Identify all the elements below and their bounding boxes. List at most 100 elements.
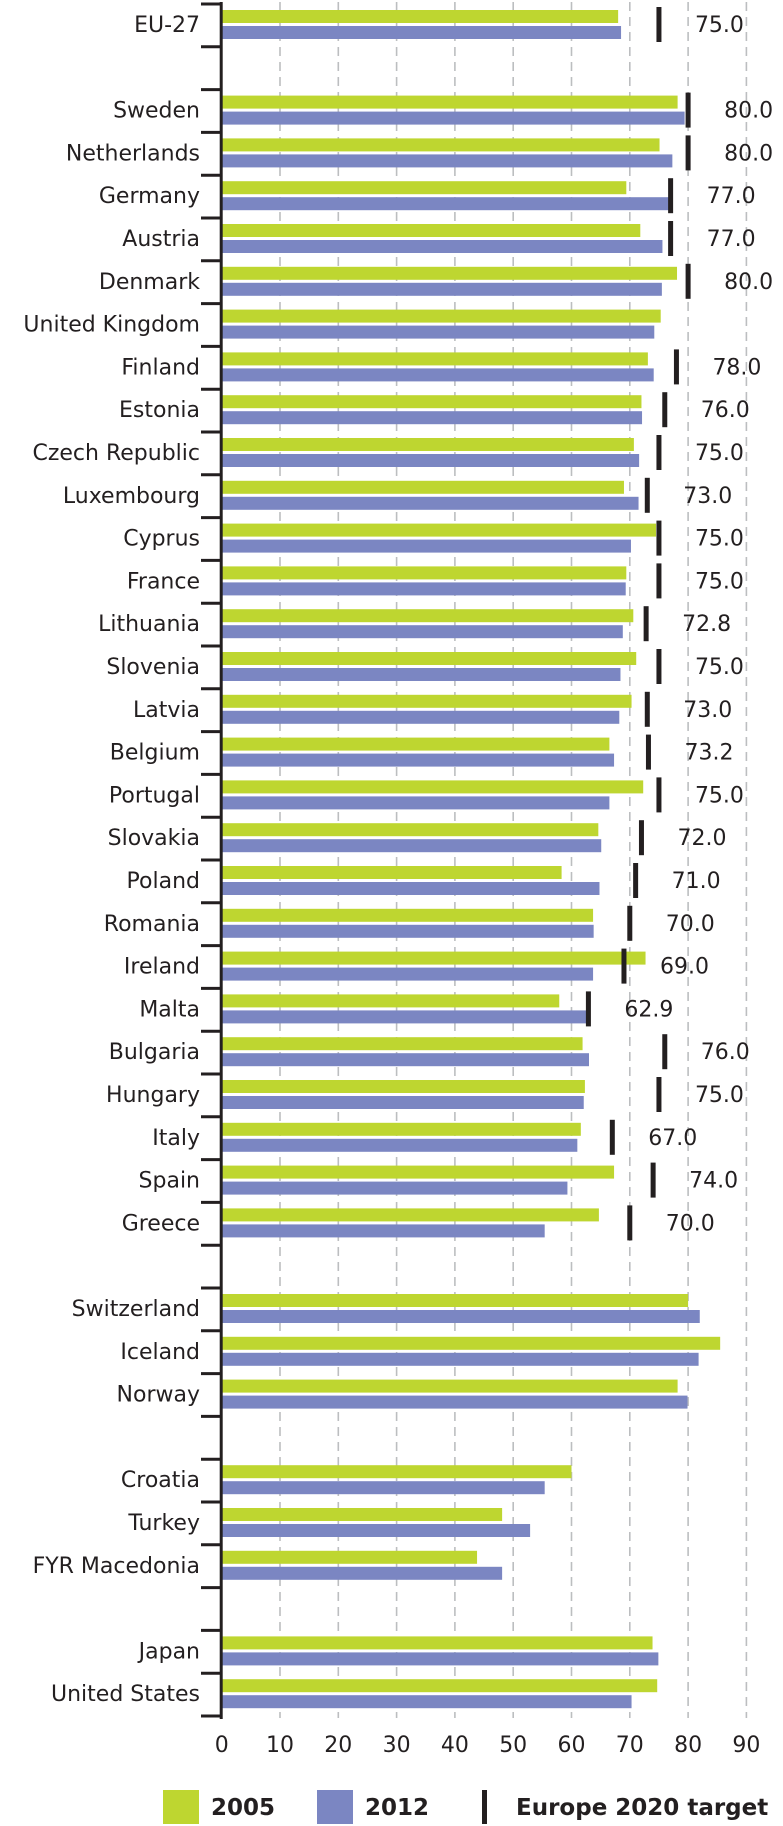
bar-2005 bbox=[221, 1208, 599, 1222]
bar-2012 bbox=[221, 1566, 503, 1580]
gridlines bbox=[279, 2, 748, 1718]
category-label: Iceland bbox=[120, 1340, 200, 1365]
y-axis bbox=[201, 2, 223, 1719]
bar-2012 bbox=[221, 796, 610, 810]
bar-2012 bbox=[221, 753, 615, 767]
target-value-label: 72.0 bbox=[677, 826, 726, 851]
category-label: Lithuania bbox=[98, 612, 200, 637]
target-value-label: 76.0 bbox=[701, 1040, 750, 1065]
category-label: EU-27 bbox=[134, 13, 200, 38]
category-label: Slovakia bbox=[108, 826, 200, 851]
category-label: Switzerland bbox=[72, 1297, 200, 1322]
bar-2005 bbox=[221, 737, 610, 751]
category-label: Romania bbox=[104, 912, 200, 937]
x-tick-label: 70 bbox=[616, 1733, 644, 1758]
target-marker bbox=[662, 392, 668, 428]
target-marker bbox=[685, 92, 691, 128]
x-tick-label: 30 bbox=[383, 1733, 411, 1758]
target-marker bbox=[585, 991, 591, 1027]
target-value-label: 67.0 bbox=[648, 1126, 697, 1151]
bar-2012 bbox=[221, 1352, 699, 1366]
bar-2005 bbox=[221, 1508, 503, 1521]
category-label: Japan bbox=[137, 1639, 200, 1664]
target-value-label: 72.8 bbox=[682, 612, 731, 637]
bar-2005 bbox=[221, 1080, 585, 1093]
bar-2005 bbox=[221, 480, 624, 494]
target-marker bbox=[644, 691, 650, 727]
target-marker bbox=[685, 135, 691, 171]
category-label: Estonia bbox=[119, 398, 200, 423]
bar-2005 bbox=[221, 694, 632, 708]
bar-2005 bbox=[221, 95, 678, 109]
target-value-label: 77.0 bbox=[707, 227, 756, 252]
bar-2005 bbox=[221, 1336, 721, 1350]
bar-2012 bbox=[221, 111, 685, 125]
category-label: Cyprus bbox=[123, 527, 200, 552]
legend: 2005 2012 Europe 2020 target bbox=[163, 1790, 768, 1824]
target-marker bbox=[668, 221, 674, 256]
bar-2012 bbox=[221, 1310, 700, 1323]
bar-2005 bbox=[221, 1636, 653, 1650]
legend-swatch-2005 bbox=[163, 1790, 199, 1824]
bar-2005 bbox=[221, 309, 661, 323]
bar-2012 bbox=[221, 924, 594, 938]
target-marker bbox=[656, 1077, 662, 1112]
category-label: United Kingdom bbox=[23, 313, 200, 338]
target-value-label: 80.0 bbox=[724, 99, 773, 124]
x-tick-label: 40 bbox=[441, 1733, 469, 1758]
category-label: Sweden bbox=[113, 99, 200, 124]
bar-2012 bbox=[221, 1138, 578, 1152]
bar-2005 bbox=[221, 780, 644, 794]
x-tick-label: 90 bbox=[732, 1733, 760, 1758]
bar-2012 bbox=[221, 26, 622, 39]
target-marker bbox=[656, 520, 662, 556]
target-value-label: 75.0 bbox=[695, 569, 744, 594]
bar-2005 bbox=[221, 266, 678, 280]
category-label: Greece bbox=[122, 1211, 200, 1236]
target-value-label: 75.0 bbox=[695, 1083, 744, 1108]
bar-2012 bbox=[221, 1224, 545, 1238]
category-label: Bulgaria bbox=[109, 1040, 200, 1065]
target-marker bbox=[656, 777, 662, 813]
category-label: Germany bbox=[99, 184, 200, 209]
bar-2012 bbox=[221, 1481, 545, 1495]
target-marker bbox=[643, 606, 649, 642]
bar-2005 bbox=[221, 138, 660, 152]
bar-2012 bbox=[221, 1695, 632, 1709]
bar-2005 bbox=[221, 994, 560, 1008]
bar-2012 bbox=[221, 325, 655, 339]
target-value-label: 74.0 bbox=[689, 1169, 738, 1194]
x-tick-label: 80 bbox=[674, 1733, 702, 1758]
bar-2005 bbox=[221, 908, 594, 922]
category-label: United States bbox=[51, 1682, 200, 1707]
target-value-label: 80.0 bbox=[724, 270, 773, 295]
legend-label-target: Europe 2020 target bbox=[516, 1795, 768, 1821]
bar-2012 bbox=[221, 1053, 589, 1067]
target-value-label: 73.0 bbox=[683, 698, 732, 723]
target-value-label: 70.0 bbox=[666, 1211, 715, 1236]
bar-2005 bbox=[221, 181, 627, 195]
category-label: Slovenia bbox=[106, 655, 200, 680]
target-value-label: 75.0 bbox=[695, 655, 744, 680]
bar-2012 bbox=[221, 625, 623, 639]
bar-2012 bbox=[221, 496, 639, 510]
target-value-label: 75.0 bbox=[695, 527, 744, 552]
target-marker bbox=[644, 477, 650, 513]
bar-2005 bbox=[221, 438, 634, 451]
bar-2005 bbox=[221, 1379, 678, 1393]
target-value-label: 73.0 bbox=[683, 484, 732, 509]
bar-2005 bbox=[221, 951, 646, 965]
target-value-label: 76.0 bbox=[701, 398, 750, 423]
bar-2005 bbox=[221, 866, 562, 879]
target-value-label: 78.0 bbox=[712, 355, 761, 380]
bar-2005 bbox=[221, 1122, 581, 1136]
category-label: Italy bbox=[152, 1126, 200, 1151]
target-marker bbox=[627, 1205, 633, 1241]
target-marker bbox=[656, 435, 662, 470]
bar-2012 bbox=[221, 1395, 688, 1409]
bar-2012 bbox=[221, 839, 602, 853]
category-label: Ireland bbox=[124, 955, 200, 980]
target-value-label: 75.0 bbox=[695, 441, 744, 466]
target-marker bbox=[673, 349, 679, 385]
bar-2012 bbox=[221, 539, 631, 553]
